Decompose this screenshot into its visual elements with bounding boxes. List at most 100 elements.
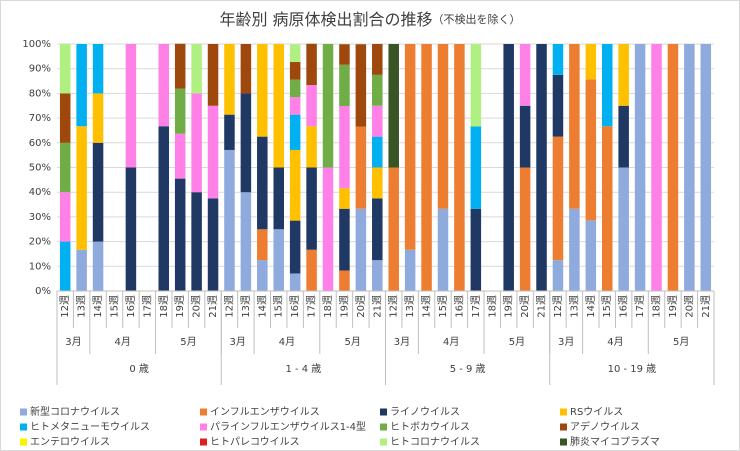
month-label: 5月 [673,336,689,348]
bar-segment [552,260,564,291]
x-tick-label: 18週 [158,295,170,318]
bar-segment [289,220,301,274]
age-label: 5 - 9 歳 [450,363,486,375]
bar-segment [76,44,87,127]
bar-segment [273,44,284,168]
bar-segment [585,220,597,291]
bar-segment [372,136,383,168]
bar-segment [92,142,104,242]
bar-segment [569,44,580,209]
x-tick-label: 12週 [552,295,564,318]
bar-segment [404,44,416,250]
x-tick-label: 15週 [273,295,285,318]
bar-segment [273,167,284,230]
bar-segment [618,167,629,291]
bar-segment [224,44,235,115]
bar-segment [388,44,399,168]
bar-segment [470,126,482,209]
month-label: 5月 [509,336,525,348]
x-tick-label: 19週 [503,295,515,318]
legend-label: 新型コロナウイルス [30,405,120,418]
x-tick-label: 15週 [437,295,449,318]
y-tick-label: 100% [22,39,51,50]
bar-segment [339,44,350,65]
age-label: 10 - 19 歳 [608,363,657,375]
month-label: 5月 [344,336,360,348]
month-label: 4月 [443,336,459,348]
bar-segment [355,208,367,291]
bar-segment [158,126,170,291]
bar-segment [667,44,679,291]
bar-segment [503,44,514,291]
legend-label: インフルエンザウイルス [210,406,320,418]
y-tick-label: 50% [29,163,51,174]
bar-segment [585,44,597,80]
x-tick-label: 21週 [536,295,548,318]
x-tick-label: 12週 [59,295,71,318]
legend-label: エンテロウイルス [30,436,110,448]
legend-label: RSウイルス [570,406,623,418]
month-label: 3月 [229,336,245,348]
bar-segment [257,44,268,137]
x-tick-label: 16週 [618,295,630,318]
bar-segment [59,142,71,193]
chart-title: 年齢別 病原体検出割合の推移 [219,10,432,29]
bar-segment [437,208,449,291]
age-label: 0 歳 [129,363,149,375]
bar-segment [601,44,613,127]
bar-segment [372,105,383,137]
legend-swatch [20,408,27,416]
bar-segment [569,208,580,291]
bar-segment [289,149,301,221]
x-tick-label: 13週 [568,295,580,318]
y-tick-label: 60% [29,138,51,149]
bar-segment [519,105,531,168]
y-tick-label: 0% [35,286,51,297]
legend-label: ヒトボカウイルス [390,421,470,433]
legend-swatch [560,438,567,446]
x-tick-label: 15週 [108,295,120,318]
x-tick-label: 21週 [700,295,712,318]
bar-segment [59,44,71,94]
bar-segment [388,167,399,291]
x-tick-label: 18週 [486,295,498,318]
month-label: 4月 [607,336,623,348]
bar-segment [289,114,301,150]
legend-swatch [20,438,27,446]
bar-segment [634,44,646,291]
bar-segment [92,241,104,291]
legend-swatch [200,438,207,446]
bar-segment [125,44,137,168]
bar-segment [552,44,564,75]
x-tick-label: 21週 [371,295,383,318]
y-tick-label: 20% [29,237,51,248]
bar-segment [240,192,252,291]
y-tick-label: 90% [29,64,51,75]
x-tick-label: 18週 [322,295,334,318]
bar-segment [224,149,235,291]
bar-segment [651,44,662,291]
bar-segment [92,44,104,94]
bar-segment [224,114,235,150]
month-label: 3月 [65,336,81,348]
bar-segment [158,44,170,127]
x-tick-label: 15週 [601,295,613,318]
bar-segment [92,93,104,143]
bar-segment [372,74,383,106]
x-tick-label: 12週 [223,295,235,318]
bar-segment [174,133,186,179]
x-tick-label: 12週 [388,295,400,318]
bar-segment [601,126,613,291]
y-tick-label: 10% [29,261,51,272]
y-tick-label: 80% [29,88,51,99]
y-tick-label: 40% [29,187,51,198]
bar-segment [684,44,695,291]
bar-segment [257,136,268,230]
bar-segment [618,105,629,168]
legend-label: パラインフルエンザウイルス1-4型 [210,420,366,433]
x-tick-label: 14週 [421,295,433,318]
legend-swatch [200,408,207,416]
x-tick-label: 16週 [125,295,137,318]
bar-segment [519,44,531,106]
